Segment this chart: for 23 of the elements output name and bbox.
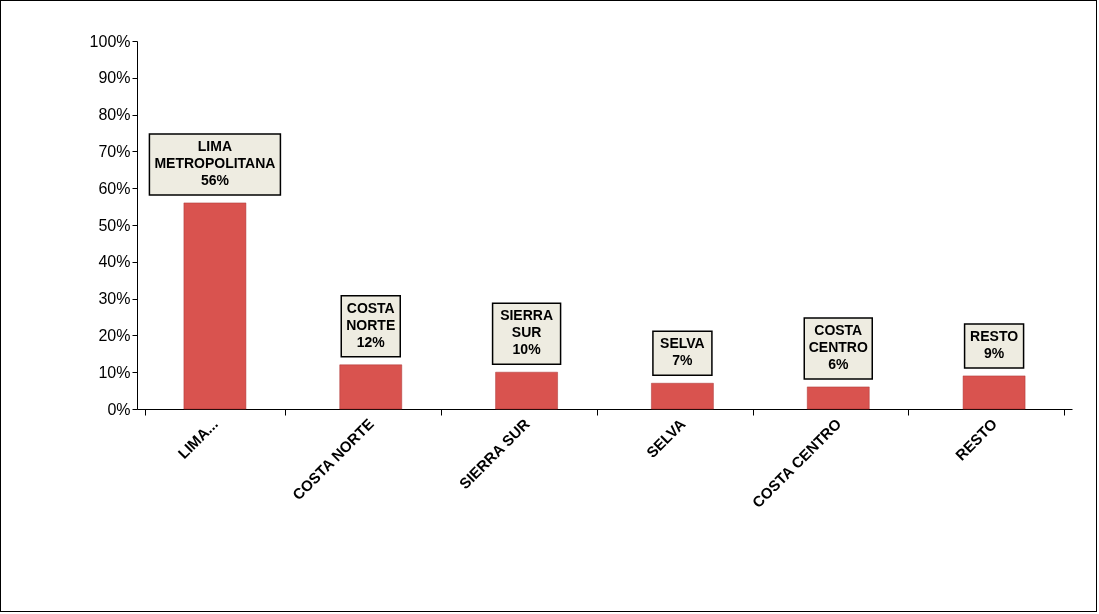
bar: [962, 375, 1026, 410]
data-label: SIERRA SUR 10%: [500, 307, 554, 358]
data-label: LIMA METROPOLITANA 56%: [154, 137, 276, 188]
bar: [807, 386, 870, 410]
y-tick-label: 80%: [98, 106, 131, 124]
y-tick-label: 100%: [89, 32, 131, 50]
y-tick-label: 60%: [98, 179, 131, 197]
bar: [651, 382, 714, 410]
bar: [183, 202, 247, 410]
data-label: COSTA CENTRO 6%: [808, 321, 868, 372]
y-tick-label: 20%: [98, 326, 131, 344]
data-label: COSTA NORTE 12%: [346, 299, 396, 350]
y-tick-label: 70%: [98, 142, 131, 160]
data-label: RESTO 9%: [970, 327, 1019, 361]
bar: [495, 371, 558, 410]
y-tick-label: 90%: [98, 69, 131, 87]
y-tick-label: 50%: [98, 216, 131, 234]
y-tick-label: 40%: [98, 253, 131, 271]
y-tick-label: 30%: [98, 290, 131, 308]
data-label: SELVA 7%: [660, 335, 705, 369]
bar: [339, 364, 402, 410]
y-tick-label: 0%: [107, 400, 131, 418]
y-tick-label: 10%: [98, 363, 131, 381]
